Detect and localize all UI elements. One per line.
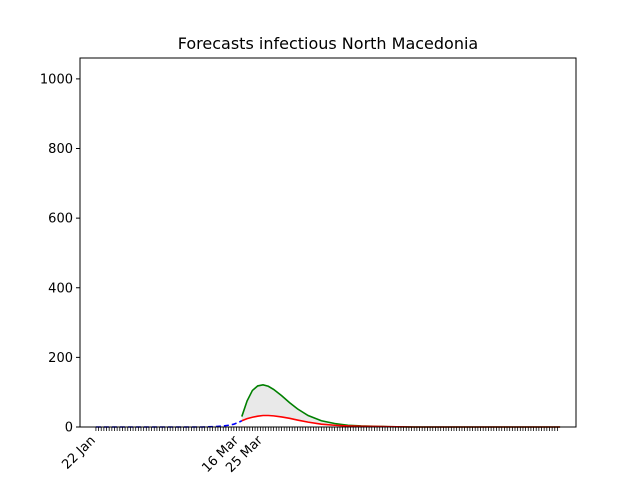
plot-frame xyxy=(79,57,577,428)
y-tick-label: 400 xyxy=(48,281,73,296)
y-tick-label: 200 xyxy=(48,351,73,366)
y-tick-label: 800 xyxy=(48,142,73,157)
chart-title: Forecasts infectious North Macedonia xyxy=(178,34,478,53)
y-tick-label: 0 xyxy=(65,421,73,436)
y-tick-label: 600 xyxy=(48,212,73,227)
y-tick-label: 1000 xyxy=(40,72,73,87)
